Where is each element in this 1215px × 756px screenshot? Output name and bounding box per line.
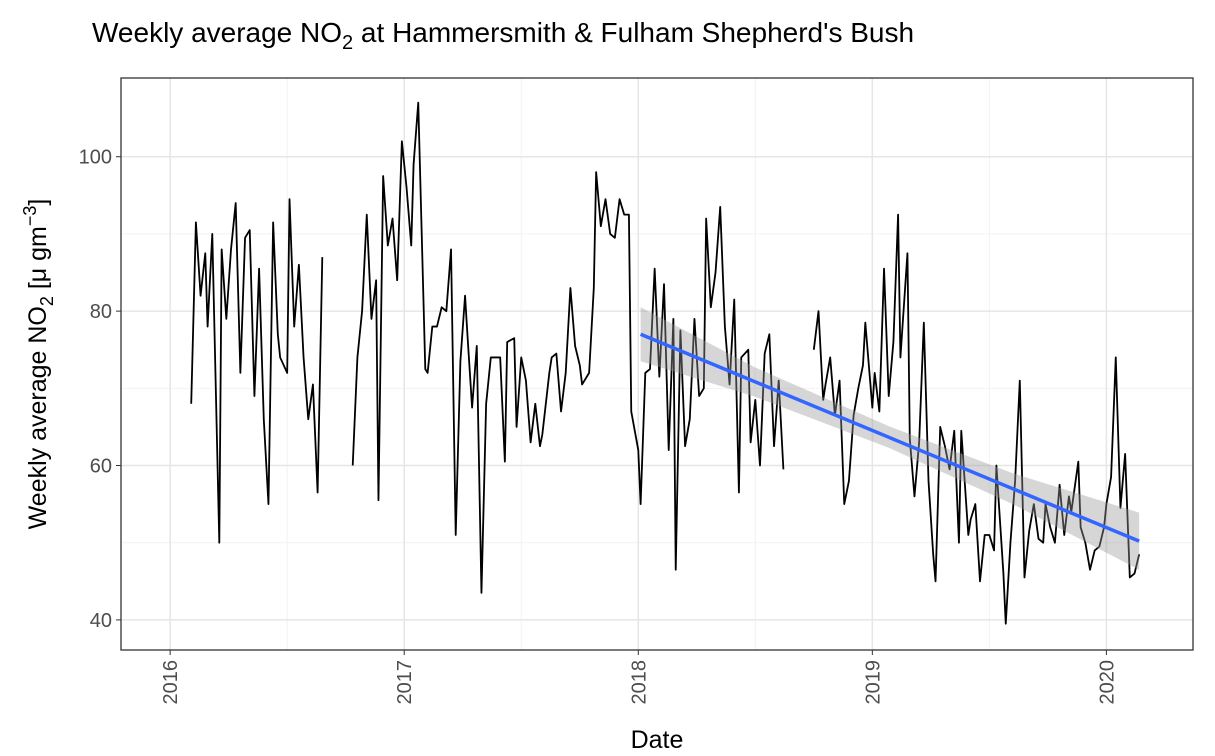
y-tick-label: 40 <box>90 610 112 632</box>
y-label-superscript: −3 <box>20 206 40 227</box>
x-tick-label: 2018 <box>628 660 650 705</box>
y-tick-label: 80 <box>90 301 112 323</box>
x-tick-label: 2020 <box>1096 660 1118 705</box>
title-part: Weekly average NO <box>92 17 342 48</box>
y-label-part: [μ gm <box>24 226 52 296</box>
x-tick-label: 2016 <box>160 660 182 705</box>
trend-line <box>639 332 1140 543</box>
title-subscript: 2 <box>342 32 353 54</box>
y-tick-label: 60 <box>90 456 112 478</box>
x-tick-label: 2017 <box>394 660 416 705</box>
data-line <box>190 101 1141 625</box>
y-label-subscript: 2 <box>37 296 57 306</box>
y-tick-label: 100 <box>79 147 112 169</box>
x-axis-label: Date <box>631 726 684 754</box>
y-label-part: ] <box>24 199 52 206</box>
chart-title: Weekly average NO2 at Hammersmith & Fulh… <box>92 17 914 54</box>
y-axis-label: Weekly average NO2 [μ gm−3] <box>20 199 57 530</box>
title-part: at Hammersmith & Fulham Shepherd's Bush <box>353 17 914 48</box>
plot-border <box>120 77 1194 651</box>
x-tick-label: 2019 <box>862 660 884 705</box>
y-label-part: Weekly average NO <box>24 306 52 529</box>
